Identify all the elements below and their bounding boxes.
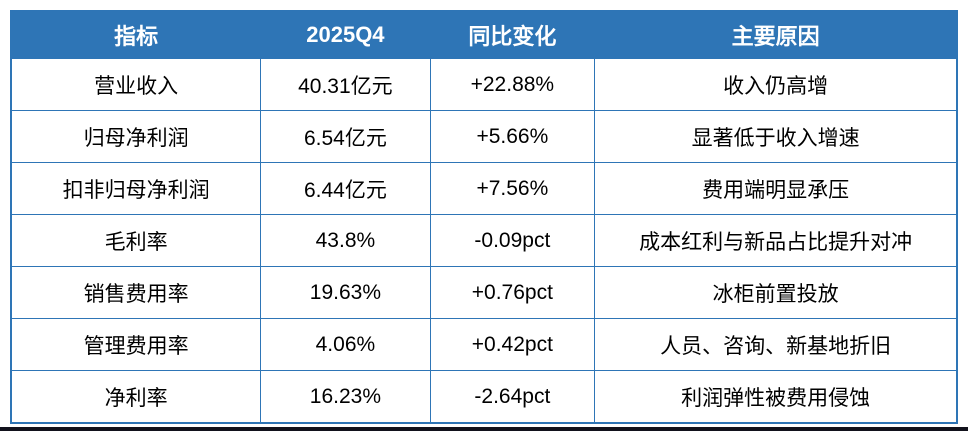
cell-indicator: 毛利率 [10, 214, 262, 267]
column-header-main-reason: 主要原因 [594, 10, 958, 59]
cell-value: 19.63% [260, 266, 431, 319]
cell-indicator: 管理费用率 [10, 318, 262, 371]
cell-indicator: 营业收入 [10, 58, 262, 111]
cell-value: 16.23% [260, 370, 431, 424]
cell-value: 40.31亿元 [260, 58, 431, 111]
cell-yoy: +22.88% [429, 58, 596, 111]
bottom-divider [0, 427, 968, 431]
cell-indicator: 扣非归母净利润 [10, 162, 262, 215]
header-row: 指标 2025Q4 同比变化 主要原因 [10, 10, 958, 59]
cell-indicator: 归母净利润 [10, 110, 262, 163]
cell-reason: 冰柜前置投放 [594, 266, 958, 319]
cell-reason: 费用端明显承压 [594, 162, 958, 215]
cell-yoy: +0.42pct [429, 318, 596, 371]
table-row: 归母净利润 6.54亿元 +5.66% 显著低于收入增速 [10, 110, 958, 163]
table-row: 管理费用率 4.06% +0.42pct 人员、咨询、新基地折旧 [10, 318, 958, 371]
table-row: 扣非归母净利润 6.44亿元 +7.56% 费用端明显承压 [10, 162, 958, 215]
cell-indicator: 净利率 [10, 370, 262, 424]
financial-metrics-table: 指标 2025Q4 同比变化 主要原因 营业收入 40.31亿元 +22.88%… [10, 10, 958, 424]
table-row: 销售费用率 19.63% +0.76pct 冰柜前置投放 [10, 266, 958, 319]
table-row: 净利率 16.23% -2.64pct 利润弹性被费用侵蚀 [10, 370, 958, 424]
cell-reason: 利润弹性被费用侵蚀 [594, 370, 958, 424]
cell-yoy: +5.66% [429, 110, 596, 163]
table-row: 毛利率 43.8% -0.09pct 成本红利与新品占比提升对冲 [10, 214, 958, 267]
cell-value: 43.8% [260, 214, 431, 267]
cell-yoy: -2.64pct [429, 370, 596, 424]
cell-yoy: +7.56% [429, 162, 596, 215]
column-header-indicator: 指标 [10, 10, 262, 59]
cell-reason: 人员、咨询、新基地折旧 [594, 318, 958, 371]
cell-indicator: 销售费用率 [10, 266, 262, 319]
table-row: 营业收入 40.31亿元 +22.88% 收入仍高增 [10, 58, 958, 111]
cell-reason: 成本红利与新品占比提升对冲 [594, 214, 958, 267]
cell-value: 6.54亿元 [260, 110, 431, 163]
cell-value: 4.06% [260, 318, 431, 371]
cell-value: 6.44亿元 [260, 162, 431, 215]
cell-reason: 显著低于收入增速 [594, 110, 958, 163]
column-header-yoy-change: 同比变化 [429, 10, 596, 59]
cell-yoy: +0.76pct [429, 266, 596, 319]
cell-reason: 收入仍高增 [594, 58, 958, 111]
cell-yoy: -0.09pct [429, 214, 596, 267]
column-header-2025q4: 2025Q4 [260, 10, 431, 59]
